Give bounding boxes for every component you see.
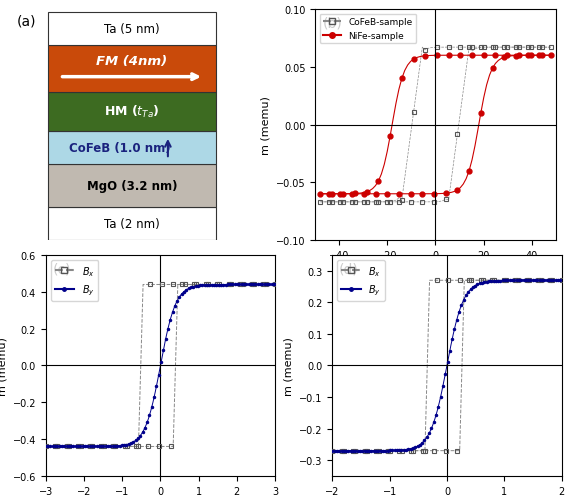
Text: CoFeB (1.0 nm): CoFeB (1.0 nm) (69, 142, 171, 155)
Text: Ta (2 nm): Ta (2 nm) (104, 217, 160, 230)
Text: (a): (a) (16, 15, 36, 29)
Y-axis label: m (memu): m (memu) (0, 336, 7, 395)
Legend: CoFeB-sample, NiFe-sample: CoFeB-sample, NiFe-sample (320, 15, 417, 44)
FancyBboxPatch shape (48, 165, 216, 207)
Text: HM ($t_{Ta}$): HM ($t_{Ta}$) (104, 104, 160, 120)
FancyBboxPatch shape (48, 46, 216, 92)
Y-axis label: m (memu): m (memu) (260, 96, 270, 155)
FancyBboxPatch shape (48, 132, 216, 165)
Text: (b): (b) (323, 17, 342, 31)
Y-axis label: m (memu): m (memu) (284, 336, 293, 395)
Text: FM (4nm): FM (4nm) (96, 55, 167, 68)
Legend: $B_x$, $B_y$: $B_x$, $B_y$ (50, 261, 99, 301)
FancyBboxPatch shape (48, 92, 216, 132)
Text: (d): (d) (339, 262, 359, 276)
Text: MgO (3.2 nm): MgO (3.2 nm) (87, 180, 177, 193)
X-axis label: $B_z$ (mT): $B_z$ (mT) (414, 266, 457, 279)
FancyBboxPatch shape (48, 207, 216, 240)
Legend: $B_x$, $B_y$: $B_x$, $B_y$ (337, 261, 385, 301)
Text: Ta (5 nm): Ta (5 nm) (104, 23, 160, 36)
FancyBboxPatch shape (48, 14, 216, 46)
Text: (c): (c) (53, 262, 71, 276)
